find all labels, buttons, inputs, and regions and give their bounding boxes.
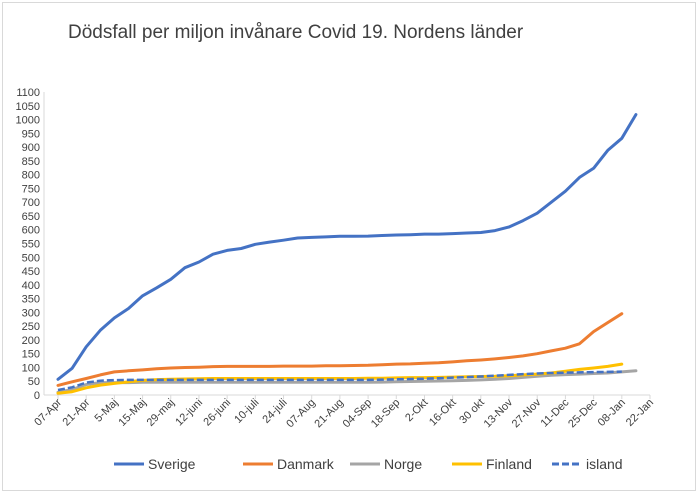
x-tick-label: 18-Sep (369, 397, 403, 431)
x-tick-label: 12-juni (173, 397, 205, 429)
legend: Sverige Danmark Norge Finland island (114, 456, 623, 472)
y-tick-label: 800 (22, 170, 40, 182)
y-tick-label: 200 (22, 335, 40, 347)
legend-item-island: island (552, 456, 623, 472)
chart-title: Dödsfall per miljon invånare Covid 19. N… (68, 22, 524, 43)
legend-item-sverige: Sverige (114, 456, 196, 472)
y-tick-label: 400 (22, 280, 40, 292)
y-tick-label: 700 (22, 197, 40, 209)
x-tick-label: 16-Okt (427, 397, 459, 429)
x-tick-label: 27-Nov (510, 396, 544, 430)
y-tick-label: 1100 (16, 87, 40, 99)
y-tick-label: 950 (22, 128, 40, 140)
y-tick-label: 450 (22, 266, 40, 278)
series-line-danmark (56, 312, 624, 387)
x-tick-label: 25-Dec (566, 396, 600, 430)
x-tick-label: 13-Nov (482, 396, 516, 430)
legend-label: Norge (384, 456, 422, 472)
x-tick-label: 26-juni (201, 397, 233, 429)
y-tick-label: 250 (22, 321, 40, 333)
y-tick-label: 900 (22, 142, 40, 154)
x-tick-label: 10-juli (232, 397, 261, 426)
legend-item-finland: Finland (452, 456, 532, 472)
chart-frame (2, 2, 696, 491)
series-layer (56, 113, 638, 395)
y-tick-label: 650 (22, 211, 40, 223)
y-tick-label: 1050 (16, 101, 40, 113)
series-line-norge (56, 369, 638, 394)
y-tick-label: 100 (22, 362, 40, 374)
x-tick-label: 21-Apr (60, 396, 92, 428)
legend-label: Sverige (148, 456, 196, 472)
y-tick-label: 600 (22, 225, 40, 237)
x-tick-label: 15-Maj (116, 397, 148, 429)
y-tick-label: 150 (22, 349, 40, 361)
y-tick-label: 1000 (16, 115, 40, 127)
y-tick-label: 500 (22, 252, 40, 264)
y-axis: 0501001502002503003504004505005506006507… (16, 87, 45, 402)
y-tick-label: 0 (34, 390, 40, 402)
legend-item-norge: Norge (350, 456, 422, 472)
y-tick-label: 750 (22, 183, 40, 195)
x-tick-label: 08-Jan (596, 397, 628, 429)
x-tick-label: 07-Aug (284, 397, 318, 431)
legend-item-danmark: Danmark (243, 456, 335, 472)
series-line-island (57, 370, 622, 392)
x-tick-label: 22-Jan (624, 397, 656, 429)
y-tick-label: 350 (22, 294, 40, 306)
legend-label: Danmark (277, 456, 335, 472)
x-tick-label: 11-Dec (539, 396, 572, 429)
legend-label: Finland (486, 456, 532, 472)
x-tick-label: 21-Aug (312, 397, 346, 431)
y-tick-label: 300 (22, 307, 40, 319)
y-tick-label: 850 (22, 156, 40, 168)
y-tick-label: 550 (22, 239, 40, 251)
y-tick-label: 50 (28, 376, 40, 388)
x-tick-label: 29-maj (145, 397, 177, 429)
legend-label: island (586, 456, 623, 472)
x-tick-label: 04-Sep (341, 397, 375, 431)
series-line-sverige (56, 113, 638, 381)
